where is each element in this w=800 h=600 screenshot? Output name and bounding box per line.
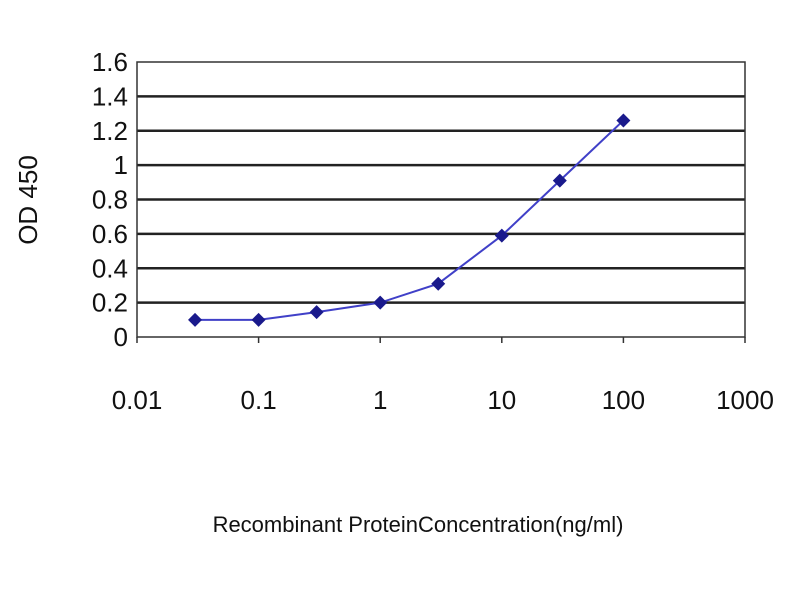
y-tick-label: 0.8 <box>92 185 128 215</box>
x-tick-label: 1 <box>373 385 387 415</box>
y-tick-label: 0.4 <box>92 253 128 283</box>
x-tick-label: 0.01 <box>112 385 163 415</box>
y-tick-label: 1.4 <box>92 81 128 111</box>
y-tick-label: 0.2 <box>92 288 128 318</box>
series <box>188 113 631 327</box>
data-point <box>188 312 203 327</box>
y-axis-label: OD 450 <box>13 155 43 245</box>
data-point <box>431 276 446 291</box>
y-tick-label: 1.2 <box>92 116 128 146</box>
plot-area-border <box>136 61 746 338</box>
data-point <box>552 173 567 188</box>
data-point <box>616 113 631 128</box>
data-point <box>251 312 266 327</box>
y-tick-label: 0 <box>114 322 128 352</box>
data-point <box>373 295 388 310</box>
x-tick-label: 10 <box>487 385 516 415</box>
x-tick-label: 1000 <box>716 385 774 415</box>
data-point <box>494 228 509 243</box>
y-tick-label: 1 <box>114 150 128 180</box>
gridlines <box>137 95 745 304</box>
y-tick-label: 1.6 <box>92 47 128 77</box>
y-tick-labels: 0 0.2 0.4 0.6 0.8 1 1.2 1.4 1.6 <box>92 47 128 352</box>
y-tick-label: 0.6 <box>92 219 128 249</box>
x-axis-label: Recombinant ProteinConcentration(ng/ml) <box>213 512 624 537</box>
data-point <box>309 305 324 320</box>
x-tick-label: 100 <box>602 385 645 415</box>
series-line <box>195 119 625 321</box>
x-tick-labels: 0.01 0.1 1 10 100 1000 <box>112 337 774 415</box>
x-tick-label: 0.1 <box>241 385 277 415</box>
